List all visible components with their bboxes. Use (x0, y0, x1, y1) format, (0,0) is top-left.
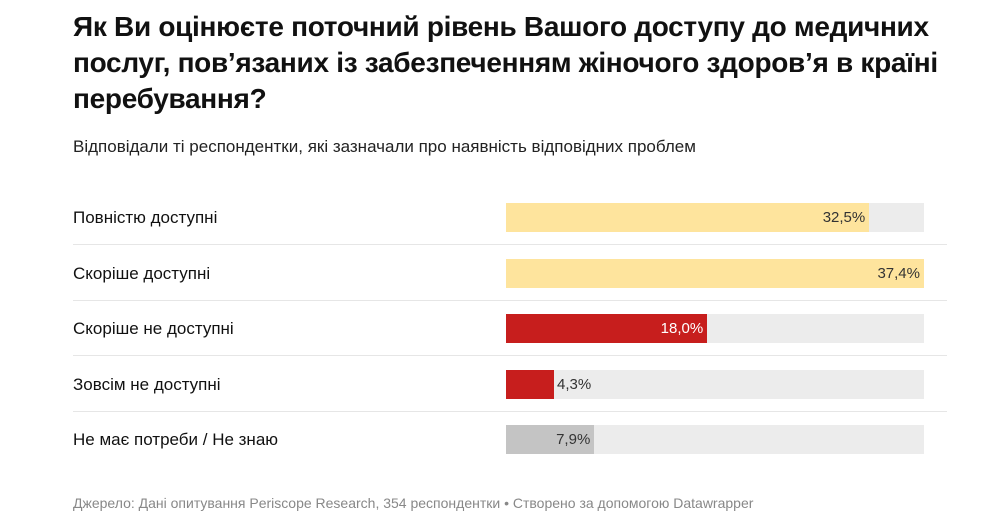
bar-row: Скоріше не доступні 18,0% (73, 308, 947, 363)
bar (506, 258, 924, 288)
value-label: 18,0% (660, 320, 704, 337)
row-divider (73, 299, 947, 301)
category-label: Скоріше доступні (73, 263, 211, 283)
bar-track: 7,9% (506, 425, 924, 454)
bar-track: 4,3% (506, 369, 924, 399)
chart-footer: Джерело: Дані опитування Periscope Resea… (73, 495, 754, 511)
row-divider (73, 410, 947, 412)
bar (506, 425, 595, 454)
bar-row: Зовсім не доступні 4,3% (73, 364, 947, 419)
category-label: Зовсім не доступні (73, 374, 221, 394)
category-label: Повністю доступні (73, 208, 218, 227)
value-label: 37,4% (877, 264, 920, 282)
bar (506, 203, 870, 232)
bar-track: 32,5% (506, 203, 924, 232)
value-label: 32,5% (822, 209, 866, 226)
value-label: 7,9% (556, 431, 591, 448)
bar-row: Повністю доступні 32,5% (73, 197, 947, 252)
bar (506, 369, 555, 399)
row-divider (73, 355, 947, 356)
bar-row: Не має потреби / Не знаю 7,9% (73, 419, 947, 474)
category-label: Скоріше не доступні (73, 319, 234, 338)
row-divider (73, 244, 947, 245)
chart-title: Як Ви оцінюєте поточний рівень Вашого до… (73, 11, 938, 114)
value-label: 4,3% (557, 375, 592, 393)
chart-subtitle: Відповідали ті респондентки, які зазнача… (73, 137, 696, 156)
bar (506, 314, 708, 343)
bar-track: 18,0% (506, 314, 924, 343)
category-label: Не має потреби / Не знаю (73, 430, 279, 449)
bar-row: Скоріше доступні 37,4% (73, 253, 947, 308)
bar-track: 37,4% (506, 258, 924, 288)
